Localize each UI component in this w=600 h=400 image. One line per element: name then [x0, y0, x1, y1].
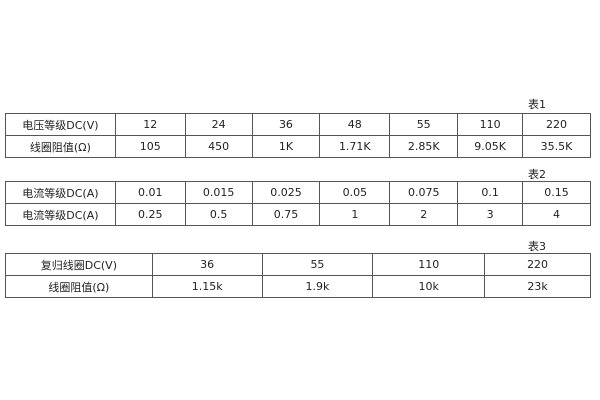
table-cell: 220 [522, 113, 591, 136]
table3: 复归线圈DC(V) 36 55 110 220 线圈阻值(Ω) 1.15k 1.9k 10k 23… [5, 253, 591, 298]
table-row: 电压等级DC(V) 12 24 36 48 55 110 220 [5, 113, 591, 136]
table-cell: 55 [389, 113, 459, 136]
table-cell: 35.5K [522, 135, 591, 158]
row-header: 线圈阻值(Ω) [5, 275, 153, 298]
table2-caption: 表2 [528, 168, 546, 181]
table1-caption: 表1 [528, 98, 546, 111]
table-cell: 55 [261, 253, 374, 276]
table-row: 线圈阻值(Ω) 1.15k 1.9k 10k 23k [5, 275, 591, 298]
table-cell: 0.075 [389, 181, 459, 204]
table-cell: 0.25 [114, 203, 186, 226]
table-cell: 450 [184, 135, 253, 158]
table-cell: 10k [372, 275, 486, 298]
table-cell: 105 [114, 135, 186, 158]
table-cell: 0.025 [251, 181, 321, 204]
table-cell: 48 [319, 113, 391, 136]
table-cell: 4 [522, 203, 591, 226]
row-header: 复归线圈DC(V) [5, 253, 153, 276]
table-cell: 0.75 [251, 203, 321, 226]
table-cell: 110 [372, 253, 486, 276]
table-cell: 1.71K [319, 135, 391, 158]
table-cell: 0.1 [457, 181, 524, 204]
table-row: 复归线圈DC(V) 36 55 110 220 [5, 253, 591, 276]
table-cell: 0.15 [522, 181, 591, 204]
table-cell: 0.5 [184, 203, 253, 226]
table-row: 电流等级DC(A) 0.01 0.015 0.025 0.05 0.075 0.1 0.15 [5, 181, 591, 204]
table-cell: 1K [251, 135, 321, 158]
table-cell: 36 [151, 253, 263, 276]
table-cell: 23k [484, 275, 591, 298]
table2: 电流等级DC(A) 0.01 0.015 0.025 0.05 0.075 0.1 0.15 电… [5, 181, 591, 226]
row-header: 电流等级DC(A) [5, 203, 116, 226]
table-cell: 110 [457, 113, 524, 136]
table-cell: 2.85K [389, 135, 459, 158]
row-header: 电流等级DC(A) [5, 181, 116, 204]
table-cell: 2 [389, 203, 459, 226]
table-cell: 0.015 [184, 181, 253, 204]
table-cell: 36 [251, 113, 321, 136]
table-cell: 0.05 [319, 181, 391, 204]
table-cell: 9.05K [457, 135, 524, 158]
table-row: 线圈阻值(Ω) 105 450 1K 1.71K 2.85K 9.05K 35.5K [5, 135, 591, 158]
table-row: 电流等级DC(A) 0.25 0.5 0.75 1 2 3 4 [5, 203, 591, 226]
table1: 电压等级DC(V) 12 24 36 48 55 110 220 线圈阻值(Ω) 105 450 1K… [5, 113, 591, 158]
table-cell: 1.15k [151, 275, 263, 298]
table-cell: 12 [114, 113, 186, 136]
row-header: 线圈阻值(Ω) [5, 135, 116, 158]
table-cell: 0.01 [114, 181, 186, 204]
table-cell: 1.9k [261, 275, 374, 298]
row-header: 电压等级DC(V) [5, 113, 116, 136]
table-cell: 220 [484, 253, 591, 276]
table3-caption: 表3 [528, 240, 546, 253]
table-cell: 3 [457, 203, 524, 226]
table-cell: 1 [319, 203, 391, 226]
table-cell: 24 [184, 113, 253, 136]
